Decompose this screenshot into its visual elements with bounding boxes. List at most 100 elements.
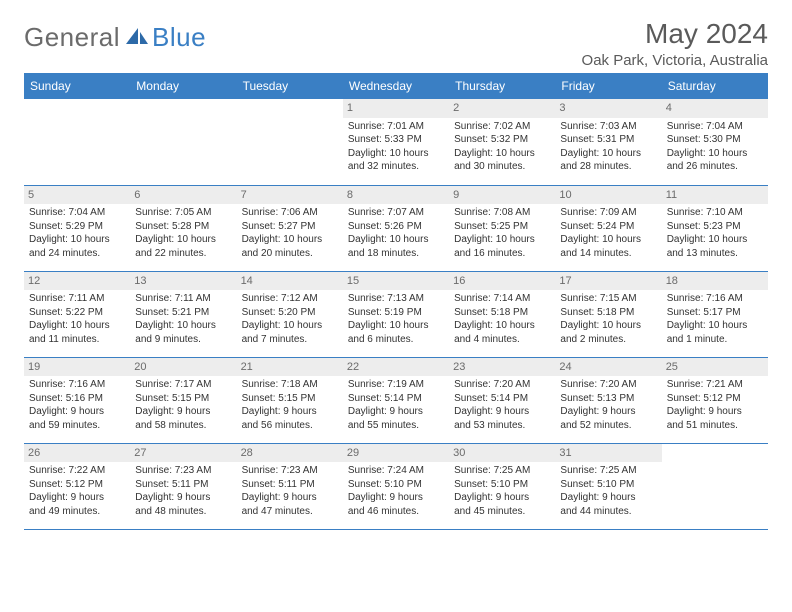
sunset-line: Sunset: 5:22 PM <box>29 306 125 320</box>
sunrise-line: Sunrise: 7:25 AM <box>560 464 656 478</box>
sail-icon <box>124 26 150 46</box>
sunrise-line: Sunrise: 7:20 AM <box>454 378 550 392</box>
sunset-line: Sunset: 5:17 PM <box>667 306 763 320</box>
daylight-line-2: and 11 minutes. <box>29 333 125 347</box>
daylight-line-1: Daylight: 10 hours <box>135 319 231 333</box>
sunrise-line: Sunrise: 7:05 AM <box>135 206 231 220</box>
daylight-line-2: and 59 minutes. <box>29 419 125 433</box>
sunrise-line: Sunrise: 7:19 AM <box>348 378 444 392</box>
calendar-cell: 31Sunrise: 7:25 AMSunset: 5:10 PMDayligh… <box>555 443 661 529</box>
calendar-cell: 8Sunrise: 7:07 AMSunset: 5:26 PMDaylight… <box>343 185 449 271</box>
sunset-line: Sunset: 5:18 PM <box>560 306 656 320</box>
sunset-line: Sunset: 5:19 PM <box>348 306 444 320</box>
day-number: 23 <box>449 358 555 377</box>
daylight-line-1: Daylight: 10 hours <box>29 233 125 247</box>
sunrise-line: Sunrise: 7:14 AM <box>454 292 550 306</box>
daylight-line-2: and 56 minutes. <box>242 419 338 433</box>
sunrise-line: Sunrise: 7:20 AM <box>560 378 656 392</box>
calendar-cell: 3Sunrise: 7:03 AMSunset: 5:31 PMDaylight… <box>555 99 661 185</box>
brand-text-2: Blue <box>152 22 206 53</box>
daylight-line-1: Daylight: 9 hours <box>667 405 763 419</box>
sunset-line: Sunset: 5:26 PM <box>348 220 444 234</box>
calendar-cell: 11Sunrise: 7:10 AMSunset: 5:23 PMDayligh… <box>662 185 768 271</box>
calendar-cell: 14Sunrise: 7:12 AMSunset: 5:20 PMDayligh… <box>237 271 343 357</box>
daylight-line-2: and 49 minutes. <box>29 505 125 519</box>
day-number: 21 <box>237 358 343 377</box>
sunrise-line: Sunrise: 7:16 AM <box>667 292 763 306</box>
calendar-cell: 30Sunrise: 7:25 AMSunset: 5:10 PMDayligh… <box>449 443 555 529</box>
calendar-cell <box>237 99 343 185</box>
calendar-cell: 16Sunrise: 7:14 AMSunset: 5:18 PMDayligh… <box>449 271 555 357</box>
daylight-line-2: and 28 minutes. <box>560 160 656 174</box>
day-number: 24 <box>555 358 661 377</box>
day-number: 5 <box>24 186 130 205</box>
calendar-cell: 29Sunrise: 7:24 AMSunset: 5:10 PMDayligh… <box>343 443 449 529</box>
sunrise-line: Sunrise: 7:16 AM <box>29 378 125 392</box>
sunset-line: Sunset: 5:14 PM <box>454 392 550 406</box>
daylight-line-2: and 46 minutes. <box>348 505 444 519</box>
day-number: 25 <box>662 358 768 377</box>
day-number: 15 <box>343 272 449 291</box>
sunset-line: Sunset: 5:15 PM <box>242 392 338 406</box>
brand-logo: General Blue <box>24 22 206 53</box>
brand-text-1: General <box>24 22 120 53</box>
daylight-line-2: and 58 minutes. <box>135 419 231 433</box>
sunset-line: Sunset: 5:20 PM <box>242 306 338 320</box>
daylight-line-2: and 53 minutes. <box>454 419 550 433</box>
daylight-line-2: and 13 minutes. <box>667 247 763 261</box>
sunrise-line: Sunrise: 7:09 AM <box>560 206 656 220</box>
sunrise-line: Sunrise: 7:22 AM <box>29 464 125 478</box>
calendar-cell: 23Sunrise: 7:20 AMSunset: 5:14 PMDayligh… <box>449 357 555 443</box>
calendar-cell <box>662 443 768 529</box>
sunrise-line: Sunrise: 7:04 AM <box>29 206 125 220</box>
sunset-line: Sunset: 5:11 PM <box>135 478 231 492</box>
sunrise-line: Sunrise: 7:10 AM <box>667 206 763 220</box>
calendar-cell: 7Sunrise: 7:06 AMSunset: 5:27 PMDaylight… <box>237 185 343 271</box>
day-number: 13 <box>130 272 236 291</box>
calendar-cell: 28Sunrise: 7:23 AMSunset: 5:11 PMDayligh… <box>237 443 343 529</box>
daylight-line-2: and 20 minutes. <box>242 247 338 261</box>
day-number: 12 <box>24 272 130 291</box>
sunset-line: Sunset: 5:24 PM <box>560 220 656 234</box>
sunset-line: Sunset: 5:23 PM <box>667 220 763 234</box>
calendar-cell <box>130 99 236 185</box>
daylight-line-1: Daylight: 10 hours <box>242 233 338 247</box>
sunrise-line: Sunrise: 7:15 AM <box>560 292 656 306</box>
day-number: 10 <box>555 186 661 205</box>
sunrise-line: Sunrise: 7:11 AM <box>29 292 125 306</box>
calendar-cell: 2Sunrise: 7:02 AMSunset: 5:32 PMDaylight… <box>449 99 555 185</box>
day-number: 1 <box>343 99 449 118</box>
sunset-line: Sunset: 5:29 PM <box>29 220 125 234</box>
daylight-line-2: and 1 minute. <box>667 333 763 347</box>
day-number: 8 <box>343 186 449 205</box>
day-number: 11 <box>662 186 768 205</box>
daylight-line-1: Daylight: 9 hours <box>135 405 231 419</box>
daylight-line-1: Daylight: 10 hours <box>242 319 338 333</box>
day-number: 16 <box>449 272 555 291</box>
calendar-cell: 18Sunrise: 7:16 AMSunset: 5:17 PMDayligh… <box>662 271 768 357</box>
daylight-line-1: Daylight: 10 hours <box>348 233 444 247</box>
day-number: 9 <box>449 186 555 205</box>
daylight-line-2: and 47 minutes. <box>242 505 338 519</box>
sunrise-line: Sunrise: 7:01 AM <box>348 120 444 134</box>
day-number <box>237 99 343 118</box>
daylight-line-1: Daylight: 9 hours <box>454 405 550 419</box>
day-number <box>662 444 768 463</box>
daylight-line-1: Daylight: 9 hours <box>242 405 338 419</box>
day-number <box>130 99 236 118</box>
day-number <box>24 99 130 118</box>
day-number: 29 <box>343 444 449 463</box>
day-number: 28 <box>237 444 343 463</box>
sunset-line: Sunset: 5:11 PM <box>242 478 338 492</box>
header: General Blue May 2024 Oak Park, Victoria… <box>24 18 768 69</box>
calendar-cell: 20Sunrise: 7:17 AMSunset: 5:15 PMDayligh… <box>130 357 236 443</box>
day-number: 30 <box>449 444 555 463</box>
daylight-line-2: and 22 minutes. <box>135 247 231 261</box>
sunrise-line: Sunrise: 7:21 AM <box>667 378 763 392</box>
sunset-line: Sunset: 5:31 PM <box>560 133 656 147</box>
day-number: 22 <box>343 358 449 377</box>
day-number: 6 <box>130 186 236 205</box>
sunset-line: Sunset: 5:12 PM <box>667 392 763 406</box>
sunrise-line: Sunrise: 7:24 AM <box>348 464 444 478</box>
sunset-line: Sunset: 5:13 PM <box>560 392 656 406</box>
